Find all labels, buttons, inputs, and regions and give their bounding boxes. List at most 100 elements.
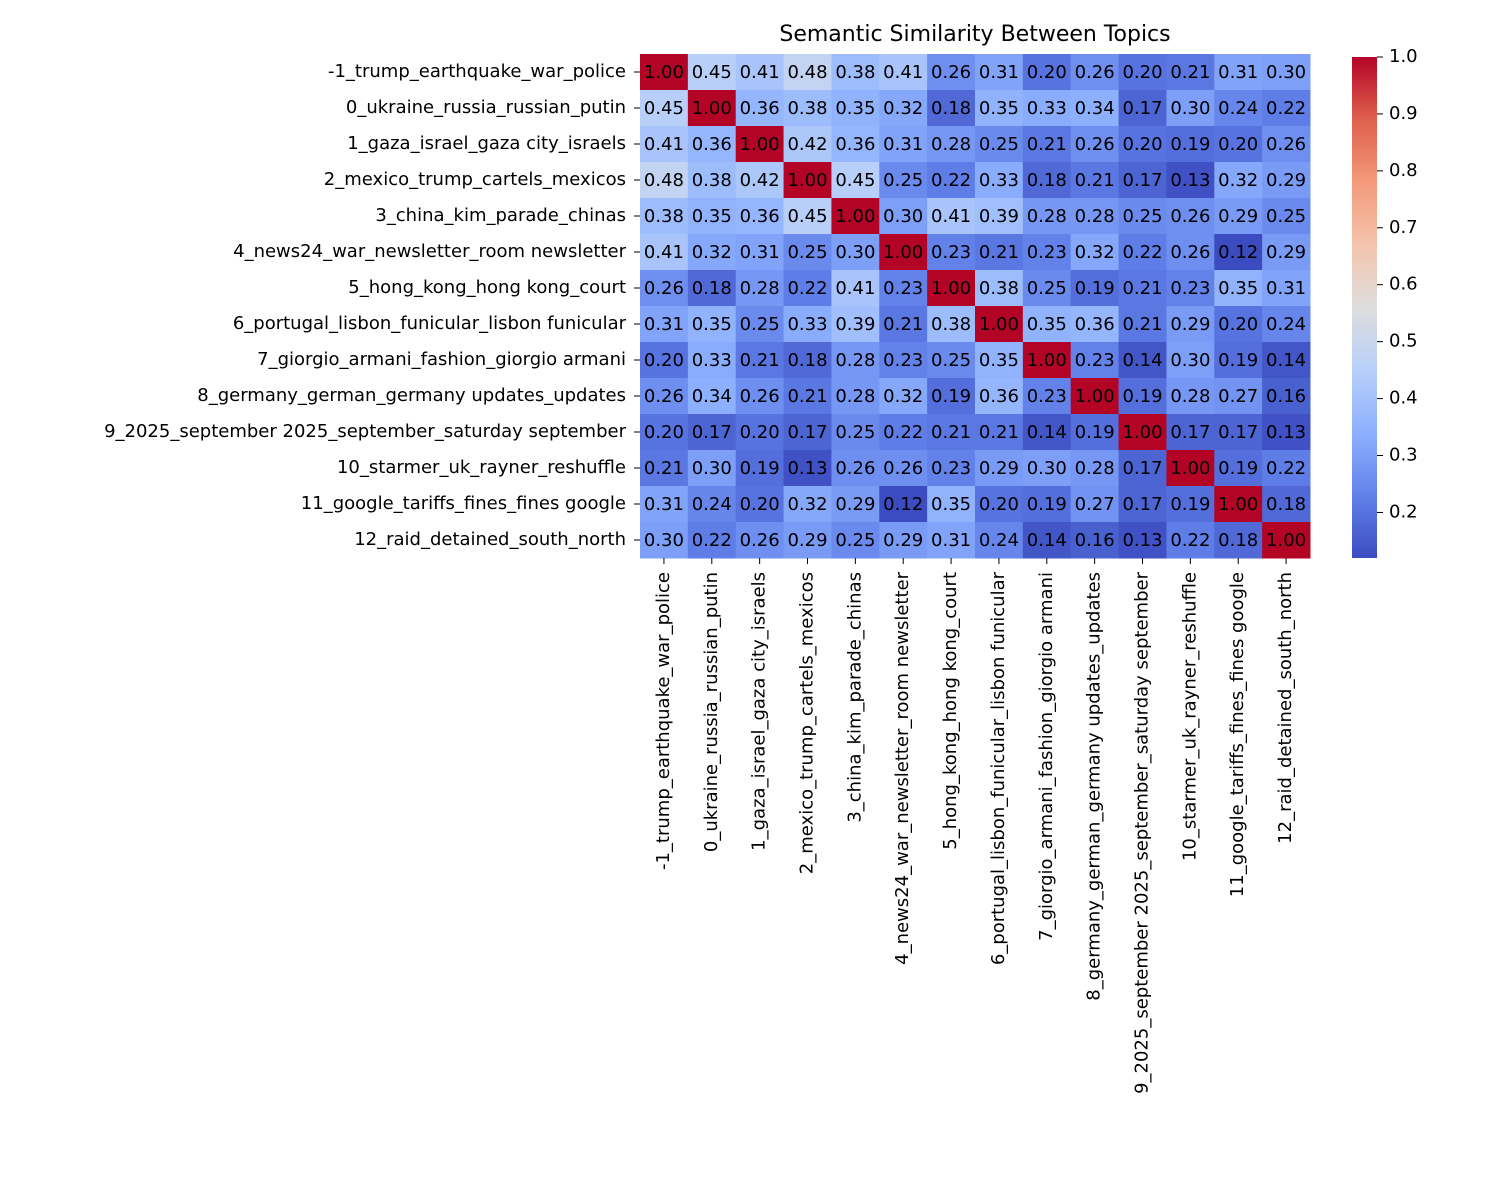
cell-label: 0.36 — [692, 134, 732, 155]
heatmap-cell — [975, 126, 1024, 163]
cell-label: 0.25 — [979, 134, 1019, 155]
heatmap-cell — [1022, 234, 1072, 271]
heatmap-cell — [975, 270, 1024, 307]
cell-label: 0.35 — [692, 314, 732, 335]
heatmap-cell — [1070, 414, 1120, 451]
cell-label: 0.23 — [883, 350, 923, 371]
cell-label: 1.00 — [931, 278, 971, 299]
heatmap-cell — [1070, 234, 1120, 271]
heatmap-cell — [640, 522, 689, 559]
heatmap-cell — [1022, 54, 1072, 91]
heatmap-cell — [1022, 306, 1072, 343]
heatmap-cell — [1166, 414, 1215, 451]
heatmap-cell — [1118, 198, 1167, 235]
heatmap-cell — [1214, 54, 1263, 91]
heatmap-cell — [1262, 414, 1311, 451]
cell-label: 0.25 — [740, 314, 780, 335]
cell-label: 0.36 — [740, 98, 780, 119]
cell-label: 0.22 — [883, 422, 923, 443]
heatmap-cell — [735, 90, 785, 127]
heatmap-cell — [735, 378, 785, 415]
heatmap-cell — [927, 162, 976, 199]
heatmap-cell — [1070, 162, 1120, 199]
heatmap-cell — [975, 414, 1024, 451]
y-tick-label: 8_germany_german_germany updates_updates — [197, 385, 626, 406]
cell-label: 0.21 — [740, 350, 780, 371]
cell-label: 0.23 — [883, 278, 923, 299]
heatmap-cell — [687, 198, 737, 235]
heatmap-cell — [1262, 342, 1311, 379]
heatmap-cell — [1214, 342, 1263, 379]
heatmap-cell — [927, 342, 976, 379]
cell-label: 0.28 — [835, 350, 875, 371]
heatmap-cell — [1070, 54, 1120, 91]
heatmap-cell — [831, 450, 880, 487]
cell-label: 0.19 — [1170, 494, 1210, 515]
heatmap-cell — [1166, 270, 1215, 307]
cell-label: 0.26 — [740, 530, 780, 551]
heatmap-cell — [783, 126, 832, 163]
heatmap-cell — [1214, 270, 1263, 307]
cell-label: 0.39 — [979, 206, 1019, 227]
x-tick-label: -1_trump_earthquake_war_police — [653, 572, 674, 870]
heatmap-cell — [687, 450, 737, 487]
cell-label: 0.26 — [644, 278, 684, 299]
y-tick-label: 10_starmer_uk_rayner_reshuffle — [337, 457, 626, 478]
cell-label: 0.41 — [644, 242, 684, 263]
heatmap-cell — [687, 270, 737, 307]
cell-label: 0.34 — [692, 386, 732, 407]
cell-label: 0.21 — [1122, 314, 1162, 335]
cell-label: 0.17 — [1122, 98, 1162, 119]
heatmap-cell — [879, 198, 928, 235]
heatmap-cell — [1262, 306, 1311, 343]
cell-label: 0.35 — [1027, 314, 1067, 335]
x-tick-label: 5_hong_kong_hong kong_court — [940, 572, 961, 850]
cell-label: 0.36 — [740, 206, 780, 227]
cell-label: 0.19 — [1218, 458, 1258, 479]
heatmap-cell — [1118, 126, 1167, 163]
heatmap-cell — [1262, 486, 1311, 523]
y-tick-label: 1_gaza_israel_gaza city_israels — [347, 133, 626, 154]
heatmap-cell — [879, 450, 928, 487]
cell-label: 0.36 — [1075, 314, 1115, 335]
cell-label: 0.21 — [1170, 62, 1210, 83]
cell-label: 0.18 — [692, 278, 732, 299]
x-tick-label: 4_news24_war_newsletter_room newsletter — [892, 571, 913, 964]
colorbar-tick-label: 0.9 — [1389, 103, 1418, 124]
cell-label: 0.30 — [1266, 62, 1306, 83]
cell-label: 0.29 — [1218, 206, 1258, 227]
cell-label: 0.25 — [835, 530, 875, 551]
heatmap-cell — [879, 522, 928, 559]
cell-label: 0.33 — [1027, 98, 1067, 119]
cell-label: 1.00 — [883, 242, 923, 263]
cell-label: 0.16 — [1075, 530, 1115, 551]
x-tick-label: 7_giorgio_armani_fashion_giorgio armani — [1036, 572, 1057, 941]
cell-label: 0.25 — [1122, 206, 1162, 227]
cell-label: 0.22 — [787, 278, 827, 299]
y-tick-label: 4_news24_war_newsletter_room newsletter — [233, 241, 626, 262]
cell-label: 0.38 — [644, 206, 684, 227]
cell-label: 0.35 — [692, 206, 732, 227]
cell-label: 0.27 — [1075, 494, 1115, 515]
cell-label: 0.33 — [979, 170, 1019, 191]
cell-label: 0.14 — [1266, 350, 1306, 371]
heatmap-cell — [1070, 306, 1120, 343]
cell-label: 0.31 — [740, 242, 780, 263]
heatmap-cell — [1070, 198, 1120, 235]
heatmap-cell — [783, 342, 832, 379]
heatmap-cell — [975, 522, 1024, 559]
colorbar-tick-label: 0.2 — [1389, 501, 1418, 522]
cell-label: 0.26 — [931, 62, 971, 83]
cell-label: 0.35 — [979, 98, 1019, 119]
heatmap-cell — [735, 126, 785, 163]
heatmap-cell — [783, 522, 832, 559]
heatmap-cell — [640, 306, 689, 343]
cell-label: 0.19 — [1075, 278, 1115, 299]
heatmap-cell — [735, 342, 785, 379]
heatmap-cell — [640, 54, 689, 91]
cell-label: 0.30 — [1027, 458, 1067, 479]
heatmap-cell — [927, 486, 976, 523]
heatmap-cell — [735, 306, 785, 343]
cell-label: 0.29 — [979, 458, 1019, 479]
cell-label: 0.20 — [1218, 314, 1258, 335]
